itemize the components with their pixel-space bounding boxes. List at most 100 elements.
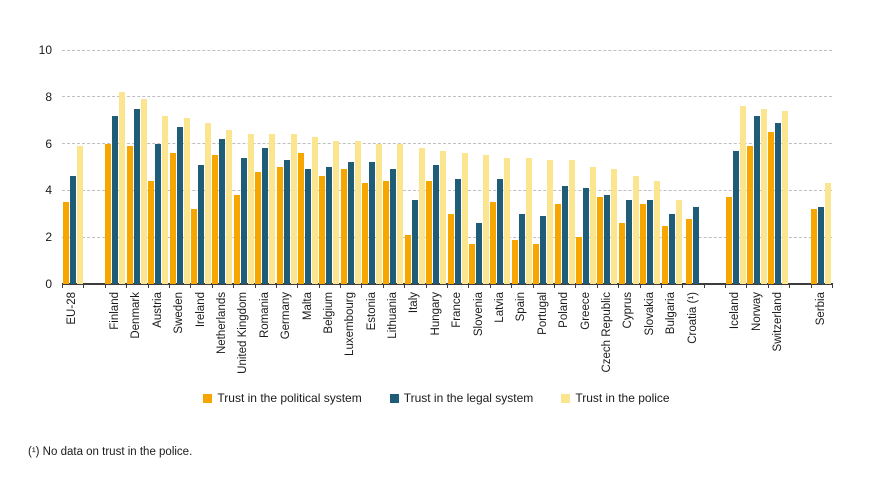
x-axis-label: Serbia	[814, 292, 827, 326]
x-axis-tick	[233, 284, 235, 288]
x-axis-label: EU-28	[66, 292, 79, 325]
bar-group-slovakia	[640, 50, 661, 284]
bar-police	[825, 183, 832, 284]
bar-political	[319, 176, 326, 284]
bar-political	[212, 155, 219, 284]
bar-political	[233, 195, 240, 284]
bar-group-malta	[297, 50, 318, 284]
bar-police	[269, 134, 276, 284]
bar-police	[461, 153, 468, 284]
bar-legal	[283, 160, 290, 284]
bar-group-bulgaria	[661, 50, 682, 284]
x-axis-tick	[447, 284, 448, 288]
x-axis-tick	[126, 284, 128, 288]
bar-group-switzerland	[768, 50, 789, 284]
x-axis-label: Estonia	[365, 292, 378, 331]
x-axis-tick	[382, 284, 384, 288]
x-axis-tick	[297, 284, 299, 288]
x-axis-label: France	[451, 292, 464, 328]
bar-police	[782, 110, 789, 284]
bar-group-portugal	[533, 50, 554, 284]
x-axis-tick	[767, 284, 769, 288]
bar-police	[140, 99, 147, 284]
x-axis-tick	[62, 284, 63, 288]
bar-political	[597, 197, 604, 284]
x-axis-tick	[340, 284, 342, 288]
x-axis-tick	[425, 284, 427, 288]
x-axis-tick	[725, 284, 727, 288]
bar-legal	[304, 169, 311, 284]
bar-legal	[219, 138, 226, 284]
bar-political	[297, 153, 304, 284]
bar-legal	[176, 127, 183, 284]
police-series-swatch-icon	[561, 393, 571, 403]
x-axis-tick	[318, 284, 320, 288]
bar-group-france	[447, 50, 468, 284]
bar-police	[290, 134, 297, 284]
x-axis-tick	[168, 284, 170, 288]
bar-group-denmark	[126, 50, 147, 284]
x-axis-tick	[660, 284, 662, 288]
bar-legal	[754, 115, 761, 284]
bar-group-finland	[105, 50, 126, 284]
gridline-y10	[62, 49, 832, 51]
x-axis-label: Slovenia	[472, 292, 485, 337]
x-axis-label: Portugal	[536, 292, 549, 335]
x-axis-label: Cyprus	[622, 292, 635, 329]
bar-legal	[411, 199, 418, 284]
bar-legal	[155, 143, 162, 284]
bar-police	[311, 136, 318, 284]
bar-legal	[262, 148, 269, 284]
x-axis-label: Ireland	[194, 292, 207, 328]
bar-political	[811, 209, 818, 284]
bar-legal	[693, 206, 700, 284]
x-axis-tick	[147, 284, 149, 288]
bar-group-romania	[255, 50, 276, 284]
bar-legal	[369, 162, 376, 284]
bar-group-croatia-	[682, 50, 703, 284]
bar-legal	[647, 199, 654, 284]
bar-political	[340, 169, 347, 284]
x-axis-label: Hungary	[429, 292, 442, 336]
gridline-y6	[62, 143, 832, 145]
bar-legal	[326, 167, 333, 284]
y-axis-tick-label: 10	[38, 43, 52, 57]
x-axis-label: Switzerland	[772, 292, 784, 352]
x-axis-label: Iceland	[729, 292, 742, 330]
bar-group-austria	[148, 50, 169, 284]
gridline-y4	[62, 189, 832, 191]
bar-group-ireland	[190, 50, 211, 284]
y-axis-tick-label: 8	[45, 89, 52, 104]
x-axis-label: Italy	[408, 292, 421, 314]
x-axis-tick	[511, 284, 513, 288]
x-axis-tick	[83, 284, 85, 288]
bar-legal	[240, 157, 247, 284]
bar-political	[148, 181, 155, 284]
footnote: (¹) No data on trust in the police.	[28, 446, 193, 458]
bar-political	[469, 244, 476, 284]
x-axis-tick	[404, 284, 406, 288]
x-axis-label: Germany	[280, 292, 293, 340]
x-axis-label: Slovakia	[643, 292, 656, 336]
bar-legal	[497, 178, 504, 284]
bar-police	[504, 157, 511, 284]
bar-police	[632, 176, 639, 284]
x-axis-tick	[682, 284, 684, 288]
bar-police	[76, 145, 83, 284]
x-axis-tick	[618, 284, 620, 288]
x-axis-label: Lithuania	[387, 292, 399, 339]
bar-group-lithuania	[383, 50, 404, 284]
bar-police	[183, 117, 190, 284]
bar-police	[654, 181, 661, 284]
x-axis-label: Croatia (¹)	[686, 292, 699, 344]
bar-police	[483, 155, 490, 284]
bar-political	[511, 239, 518, 284]
bar-police	[440, 150, 447, 284]
bar-political	[105, 143, 112, 284]
bar-political	[255, 171, 262, 284]
x-axis-tick	[190, 284, 192, 288]
bar-police	[247, 134, 254, 284]
bar-group-spain	[511, 50, 532, 284]
bar-police	[376, 143, 383, 284]
